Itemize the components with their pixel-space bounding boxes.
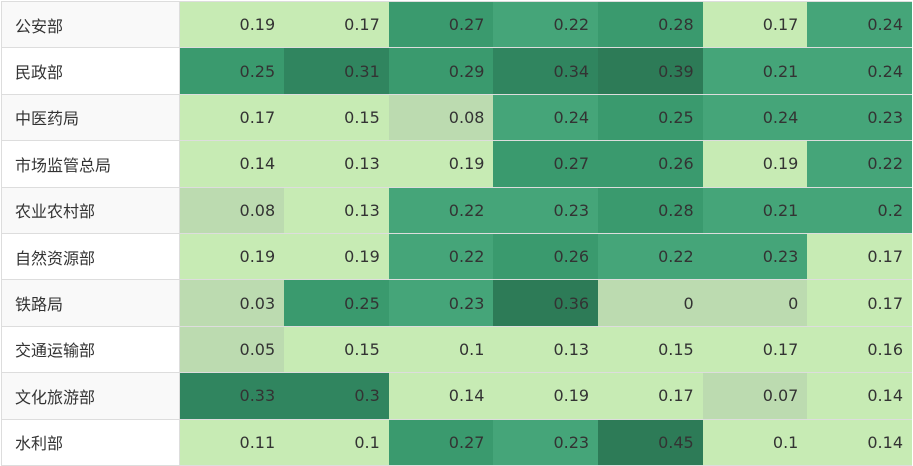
heatmap-cell: 0.13 bbox=[284, 140, 389, 188]
heatmap-cell: 0.17 bbox=[807, 279, 912, 327]
row-label: 市场监管总局 bbox=[1, 140, 180, 188]
row-label: 铁路局 bbox=[1, 279, 180, 327]
heatmap-cell: 0.34 bbox=[493, 47, 599, 95]
heatmap-row: 文化旅游部 0.33 0.3 0.14 0.19 0.17 0.07 0.14 bbox=[1, 372, 912, 420]
heatmap-cell: 0.28 bbox=[598, 187, 703, 234]
heatmap-cell: 0.26 bbox=[493, 233, 599, 281]
heatmap-cell: 0.21 bbox=[702, 187, 808, 234]
heatmap-cell: 0.03 bbox=[179, 279, 285, 327]
heatmap-cell: 0.15 bbox=[284, 326, 389, 374]
heatmap-cell: 0.22 bbox=[388, 233, 494, 281]
heatmap-cell: 0.1 bbox=[702, 419, 808, 466]
heatmap-cell: 0.22 bbox=[388, 187, 494, 234]
heatmap-cell: 0.22 bbox=[598, 233, 703, 281]
heatmap-cell: 0.17 bbox=[284, 0, 389, 49]
heatmap-cell: 0.33 bbox=[179, 372, 285, 420]
heatmap-cell: 0.23 bbox=[702, 233, 808, 281]
heatmap-cell: 0.27 bbox=[388, 419, 494, 466]
heatmap-cell: 0.19 bbox=[388, 140, 494, 188]
heatmap-cell: 0.39 bbox=[598, 47, 703, 95]
heatmap-cell: 0.19 bbox=[284, 233, 389, 281]
heatmap-cell: 0.08 bbox=[179, 187, 285, 234]
heatmap-row: 中医药局 0.17 0.15 0.08 0.24 0.25 0.24 0.23 bbox=[1, 94, 912, 142]
heatmap-cell: 0.08 bbox=[388, 94, 494, 142]
heatmap-cell: 0.19 bbox=[179, 233, 285, 281]
heatmap-cell: 0.28 bbox=[598, 0, 703, 49]
heatmap-cell: 0.26 bbox=[598, 140, 703, 188]
heatmap-cell: 0.05 bbox=[179, 326, 285, 374]
heatmap-cell: 0.07 bbox=[702, 372, 808, 420]
heatmap-cell: 0.11 bbox=[179, 419, 285, 466]
row-label: 农业农村部 bbox=[1, 187, 180, 234]
heatmap-row: 铁路局 0.03 0.25 0.23 0.36 0 0 0.17 bbox=[1, 279, 912, 327]
heatmap-cell: 0.24 bbox=[807, 47, 912, 95]
row-label: 交通运输部 bbox=[1, 326, 180, 374]
heatmap-cell: 0 bbox=[598, 279, 703, 327]
heatmap-row: 水利部 0.11 0.1 0.27 0.23 0.45 0.1 0.14 bbox=[1, 419, 912, 466]
heatmap-cell: 0.23 bbox=[807, 94, 912, 142]
heatmap-cell: 0.14 bbox=[388, 372, 494, 420]
heatmap-cell: 0.14 bbox=[807, 419, 912, 466]
heatmap-row: 交通运输部 0.05 0.15 0.1 0.13 0.15 0.17 0.16 bbox=[1, 326, 912, 374]
heatmap-cell: 0.13 bbox=[493, 326, 599, 374]
heatmap-cell: 0.14 bbox=[179, 140, 285, 188]
heatmap-cell: 0.22 bbox=[493, 0, 599, 49]
heatmap-cell: 0.36 bbox=[493, 279, 599, 327]
row-label: 中医药局 bbox=[1, 94, 180, 142]
heatmap-cell: 0 bbox=[702, 279, 808, 327]
heatmap-cell: 0.17 bbox=[702, 326, 808, 374]
heatmap-cell: 0.22 bbox=[807, 140, 912, 188]
heatmap-cell: 0.23 bbox=[493, 419, 599, 466]
heatmap-cell: 0.27 bbox=[388, 0, 494, 49]
row-label: 水利部 bbox=[1, 419, 180, 466]
heatmap-row: 农业农村部 0.08 0.13 0.22 0.23 0.28 0.21 0.2 bbox=[1, 187, 912, 234]
heatmap-cell: 0.15 bbox=[598, 326, 703, 374]
row-label: 自然资源部 bbox=[1, 233, 180, 281]
heatmap-cell: 0.15 bbox=[284, 94, 389, 142]
heatmap-cell: 0.16 bbox=[807, 326, 912, 374]
row-label: 民政部 bbox=[1, 47, 180, 95]
heatmap-cell: 0.19 bbox=[179, 0, 285, 49]
row-label: 文化旅游部 bbox=[1, 372, 180, 420]
heatmap-cell: 0.24 bbox=[807, 0, 912, 49]
heatmap-cell: 0.27 bbox=[493, 140, 599, 188]
heatmap-cell: 0.25 bbox=[284, 279, 389, 327]
heatmap-cell: 0.19 bbox=[493, 372, 599, 420]
heatmap-cell: 0.23 bbox=[493, 187, 599, 234]
heatmap-cell: 0.17 bbox=[598, 372, 703, 420]
heatmap-cell: 0.17 bbox=[179, 94, 285, 142]
heatmap-row: 民政部 0.25 0.31 0.29 0.34 0.39 0.21 0.24 bbox=[1, 47, 912, 95]
heatmap-cell: 0.24 bbox=[493, 94, 599, 142]
heatmap-cell: 0.14 bbox=[807, 372, 912, 420]
heatmap-cell: 0.17 bbox=[807, 233, 912, 281]
heatmap-cell: 0.25 bbox=[179, 47, 285, 95]
heatmap-cell: 0.2 bbox=[807, 187, 912, 234]
heatmap-row: 市场监管总局 0.14 0.13 0.19 0.27 0.26 0.19 0.22 bbox=[1, 140, 912, 188]
heatmap-cell: 0.23 bbox=[388, 279, 494, 327]
heatmap-cell: 0.25 bbox=[598, 94, 703, 142]
heatmap-cell: 0.21 bbox=[702, 47, 808, 95]
heatmap-cell: 0.45 bbox=[598, 419, 703, 466]
heatmap-cell: 0.1 bbox=[388, 326, 494, 374]
heatmap-cell: 0.13 bbox=[284, 187, 389, 234]
heatmap-cell: 0.1 bbox=[284, 419, 389, 466]
heatmap-cell: 0.3 bbox=[284, 372, 389, 420]
heatmap-cell: 0.19 bbox=[702, 140, 808, 188]
heatmap-cell: 0.17 bbox=[702, 0, 808, 49]
heatmap-row: 自然资源部 0.19 0.19 0.22 0.26 0.22 0.23 0.17 bbox=[1, 233, 912, 281]
heatmap-cell: 0.24 bbox=[702, 94, 808, 142]
heatmap-cell: 0.31 bbox=[284, 47, 389, 95]
heatmap-row: 公安部 0.19 0.17 0.27 0.22 0.28 0.17 0.24 bbox=[1, 0, 912, 49]
heatmap-cell: 0.29 bbox=[388, 47, 494, 95]
row-label: 公安部 bbox=[1, 0, 180, 49]
